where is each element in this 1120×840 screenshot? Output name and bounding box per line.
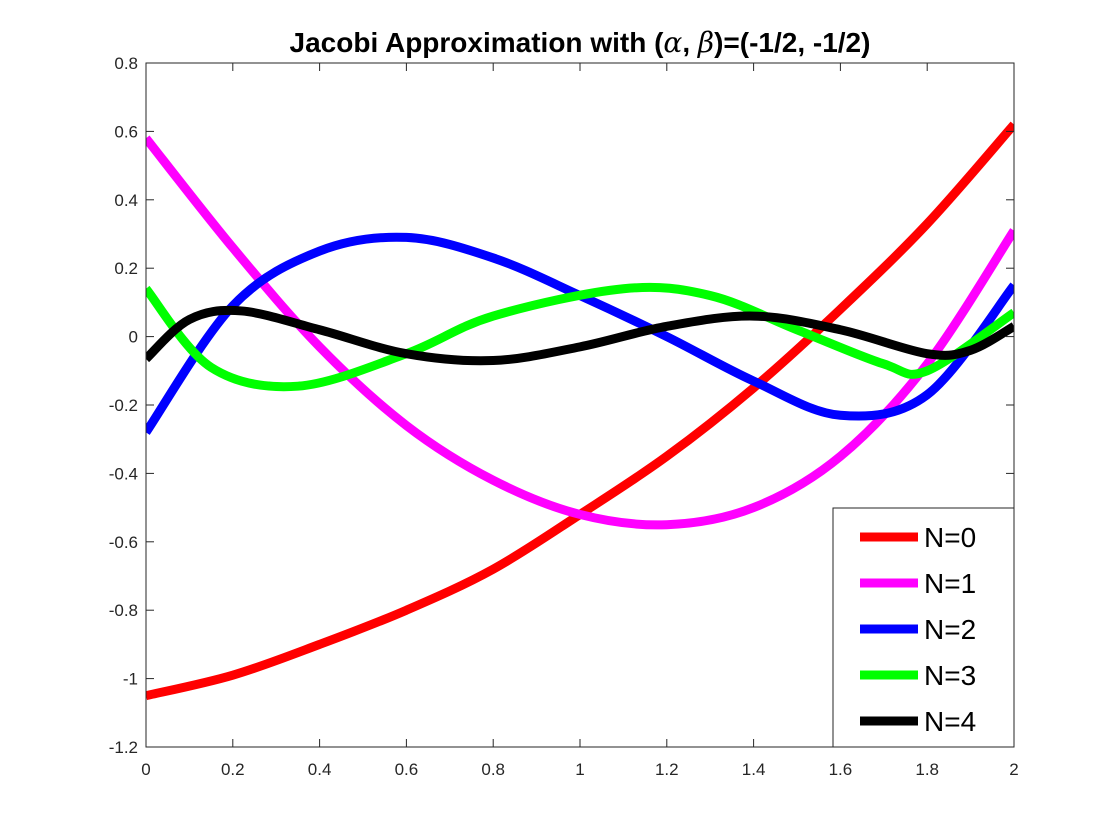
x-tick-label: 1.6 <box>829 760 853 779</box>
x-tick-label: 2 <box>1009 760 1018 779</box>
x-tick-label: 1 <box>575 760 584 779</box>
legend-label-n4: N=4 <box>924 706 976 737</box>
y-tick-label: -0.8 <box>109 601 138 620</box>
title-comma: , <box>682 27 698 58</box>
x-tick-label: 0 <box>141 760 150 779</box>
series-line-n3 <box>146 282 1014 392</box>
title-suffix: )=(-1/2, -1/2) <box>714 27 870 58</box>
x-tick-label: 0.4 <box>308 760 332 779</box>
x-tick-label: 1.2 <box>655 760 679 779</box>
y-tick-label: -0.2 <box>109 396 138 415</box>
legend-label-n1: N=1 <box>924 568 976 599</box>
y-tick-label: 0.6 <box>114 122 138 141</box>
title-alpha: α <box>663 26 682 59</box>
y-tick-label: -0.6 <box>109 533 138 552</box>
y-axis-ticks: -1.2 -1 -0.8 -0.6 -0.4 -0.2 0 0.2 0.4 0.6 0.8 <box>109 54 1014 757</box>
x-tick-label: 0.2 <box>221 760 245 779</box>
x-tick-label: 1.4 <box>742 760 766 779</box>
legend-label-n3: N=3 <box>924 660 976 691</box>
series-line-n4 <box>146 305 1014 366</box>
legend: N=0 N=1 N=2 N=3 N=4 <box>832 507 1015 748</box>
y-tick-label: -1 <box>123 670 138 689</box>
x-axis-ticks: 0 0.2 0.4 0.6 0.8 1 1.2 1.4 1.6 1.8 2 <box>141 63 1019 779</box>
y-tick-label: 0.8 <box>114 54 138 73</box>
series-layer <box>146 121 1014 701</box>
x-tick-label: 1.8 <box>915 760 939 779</box>
title-beta: β <box>697 26 714 59</box>
y-tick-label: -0.4 <box>109 464 138 483</box>
legend-label-n2: N=2 <box>924 614 976 645</box>
x-tick-label: 0.8 <box>481 760 505 779</box>
chart-title: Jacobi Approximation with (α, β)=(-1/2, … <box>290 26 871 59</box>
y-tick-label: 0.2 <box>114 259 138 278</box>
series-line-n0 <box>146 121 1014 701</box>
y-tick-label: 0.4 <box>114 191 138 210</box>
title-prefix: Jacobi Approximation with ( <box>290 27 665 58</box>
y-tick-label: 0 <box>129 328 138 347</box>
legend-label-n0: N=0 <box>924 522 976 553</box>
y-tick-label: -1.2 <box>109 738 138 757</box>
x-tick-label: 0.6 <box>395 760 419 779</box>
